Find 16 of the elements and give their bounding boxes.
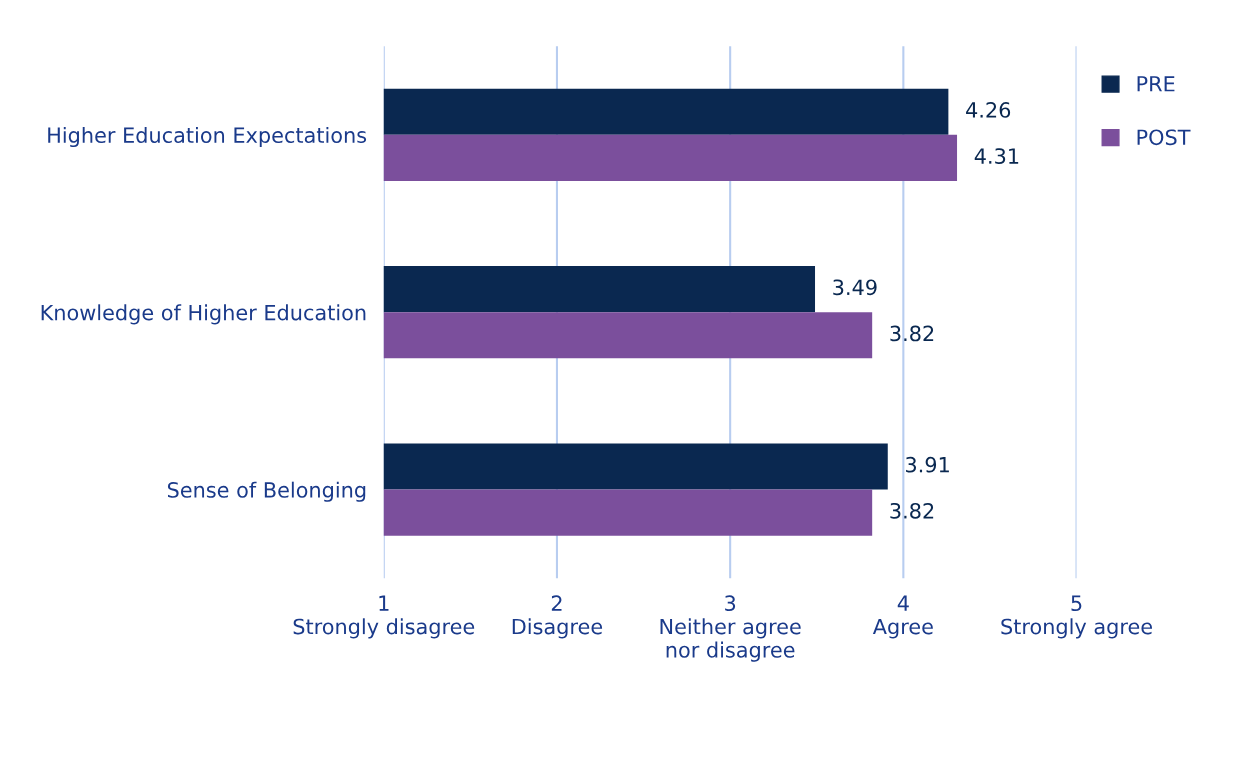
x-tick-label: 1 Strongly disagree [293, 595, 475, 639]
x-tick-label: 3 Neither agree nor disagree [660, 595, 801, 662]
legend-label: PRE [1137, 76, 1175, 92]
x-tick-label: 2 Disagree [512, 595, 603, 639]
data-label: 3.82 [890, 502, 934, 519]
y-tick-label: Knowledge of Higher Education [41, 304, 366, 325]
data-label: 4.31 [974, 148, 1019, 164]
data-label: 4.26 [966, 102, 1011, 118]
legend-label: POST [1137, 129, 1191, 146]
data-label: 3.49 [833, 279, 877, 296]
data-label: 3.91 [906, 456, 949, 473]
y-tick-label: Sense of Belonging [167, 481, 366, 502]
x-tick-label: 4 Agree [872, 595, 933, 639]
x-tick-label: 5 Strongly agree [1001, 595, 1152, 639]
data-label: 3.82 [890, 325, 934, 342]
y-tick-label: Higher Education Expectations [48, 126, 367, 148]
